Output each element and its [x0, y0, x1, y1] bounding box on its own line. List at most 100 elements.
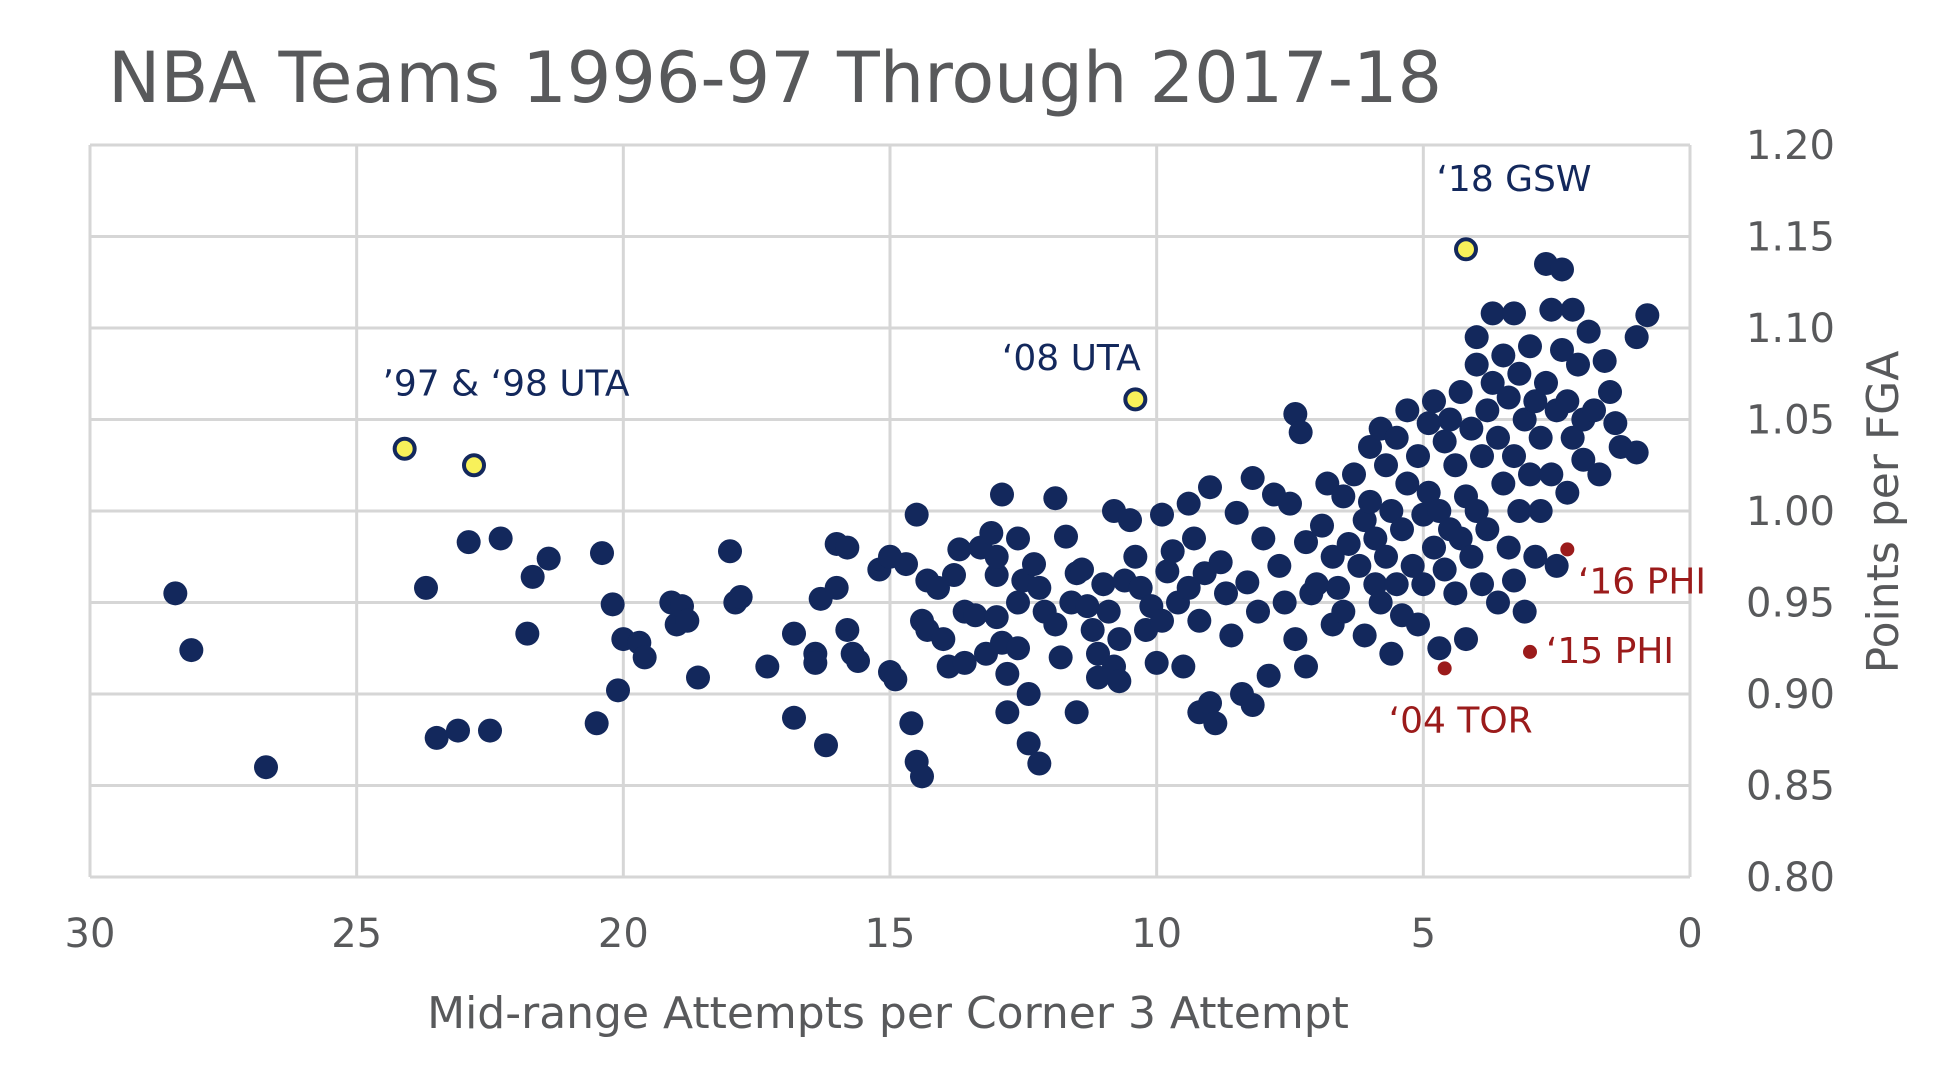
main-point-104 [1144, 650, 1169, 675]
x-tick-label-5: 5 [1411, 911, 1436, 957]
main-point-213 [1512, 407, 1537, 432]
main-point-118 [1198, 691, 1222, 716]
main-point-205 [1491, 471, 1516, 496]
y-tick-label-0: 0.80 [1746, 855, 1835, 901]
main-point-193 [1464, 325, 1489, 350]
main-point-43 [883, 667, 908, 692]
main-point-44 [894, 552, 918, 577]
main-point-237 [1582, 398, 1606, 423]
main-point-188 [1448, 380, 1473, 405]
main-point-134 [1278, 491, 1302, 516]
main-point-135 [1283, 627, 1308, 652]
main-point-26 [728, 585, 753, 610]
main-point-218 [1523, 544, 1548, 569]
main-point-166 [1390, 517, 1414, 542]
main-point-229 [1555, 480, 1580, 505]
main-point-70 [1006, 526, 1030, 551]
main-point-177 [1422, 535, 1446, 560]
main-point-52 [926, 575, 950, 600]
point-label-0: ’97 & ‘98 UTA [382, 364, 629, 405]
main-point-151 [1347, 553, 1372, 578]
data-points [163, 237, 1660, 789]
main-point-182 [1432, 557, 1457, 582]
x-tick-label-6: 0 [1677, 911, 1702, 957]
y-tick-label-8: 1.20 [1746, 123, 1835, 169]
main-point-209 [1502, 444, 1526, 469]
main-point-175 [1416, 411, 1441, 436]
main-point-11 [536, 546, 561, 571]
main-point-59 [963, 603, 988, 628]
main-point-29 [782, 705, 806, 730]
main-point-200 [1480, 301, 1505, 326]
main-point-199 [1475, 517, 1500, 542]
main-point-9 [515, 621, 540, 646]
highlight-point-1 [462, 453, 486, 478]
main-point-137 [1288, 420, 1313, 445]
chart-title: NBA Teams 1996-97 Through 2017-18 [108, 37, 1442, 119]
main-point-231 [1560, 297, 1585, 322]
main-point-14 [600, 592, 625, 617]
main-point-5 [446, 718, 470, 743]
main-point-208 [1502, 301, 1526, 326]
point-label-1: ‘08 UTA [1002, 338, 1141, 379]
main-point-86 [1064, 700, 1089, 725]
main-point-62 [979, 520, 1004, 545]
main-point-212 [1507, 499, 1532, 523]
main-point-4 [424, 725, 449, 750]
point-label-5: ‘04 TOR [1389, 700, 1533, 741]
main-point-165 [1384, 572, 1409, 597]
main-point-37 [835, 617, 860, 642]
main-point-198 [1475, 398, 1500, 423]
main-point-210 [1502, 568, 1526, 593]
point-label-4: ‘15 PHI [1546, 631, 1674, 672]
main-point-108 [1160, 539, 1185, 564]
main-point-74 [1016, 731, 1041, 756]
main-point-120 [1208, 550, 1233, 575]
main-point-101 [1128, 575, 1153, 600]
main-point-110 [1171, 654, 1196, 679]
main-point-214 [1512, 599, 1537, 624]
main-point-181 [1432, 429, 1457, 454]
main-point-164 [1384, 425, 1409, 450]
main-point-139 [1294, 654, 1318, 679]
y-tick-label-4: 1.00 [1746, 489, 1835, 535]
main-point-174 [1411, 572, 1436, 597]
main-point-72 [1006, 590, 1030, 615]
main-point-2 [254, 755, 278, 780]
main-point-171 [1406, 444, 1430, 469]
main-point-179 [1427, 636, 1452, 661]
main-point-161 [1374, 544, 1398, 569]
main-point-203 [1486, 590, 1510, 615]
x-tick-label-0: 30 [65, 911, 116, 957]
main-point-172 [1406, 612, 1430, 637]
y-tick-label-5: 1.05 [1746, 398, 1835, 444]
main-point-245 [1635, 303, 1660, 328]
main-point-192 [1459, 544, 1484, 569]
main-point-83 [1054, 524, 1078, 549]
main-point-126 [1240, 466, 1265, 491]
main-point-156 [1363, 572, 1388, 597]
main-point-236 [1576, 319, 1601, 344]
main-point-141 [1304, 572, 1329, 597]
main-point-138 [1294, 530, 1318, 555]
highlight-point-0 [392, 436, 417, 461]
point-labels: ’97 & ‘98 UTA ‘08 UTA ‘18 GSW ‘16 PHI ‘15 PH… [382, 159, 1706, 742]
main-point-170 [1400, 553, 1425, 578]
main-point-49 [910, 764, 934, 789]
main-point-147 [1331, 484, 1356, 509]
main-point-99 [1118, 508, 1142, 533]
main-point-191 [1459, 416, 1484, 441]
main-point-111 [1176, 491, 1201, 516]
main-point-148 [1331, 599, 1356, 624]
main-point-123 [1224, 500, 1249, 525]
main-point-66 [990, 482, 1014, 507]
y-tick-label-7: 1.15 [1746, 215, 1835, 261]
main-point-113 [1182, 526, 1206, 551]
main-point-153 [1352, 508, 1377, 533]
main-point-243 [1624, 325, 1649, 350]
main-point-238 [1587, 462, 1612, 487]
main-point-195 [1464, 499, 1489, 523]
main-point-136 [1283, 402, 1308, 427]
main-point-56 [947, 537, 972, 562]
